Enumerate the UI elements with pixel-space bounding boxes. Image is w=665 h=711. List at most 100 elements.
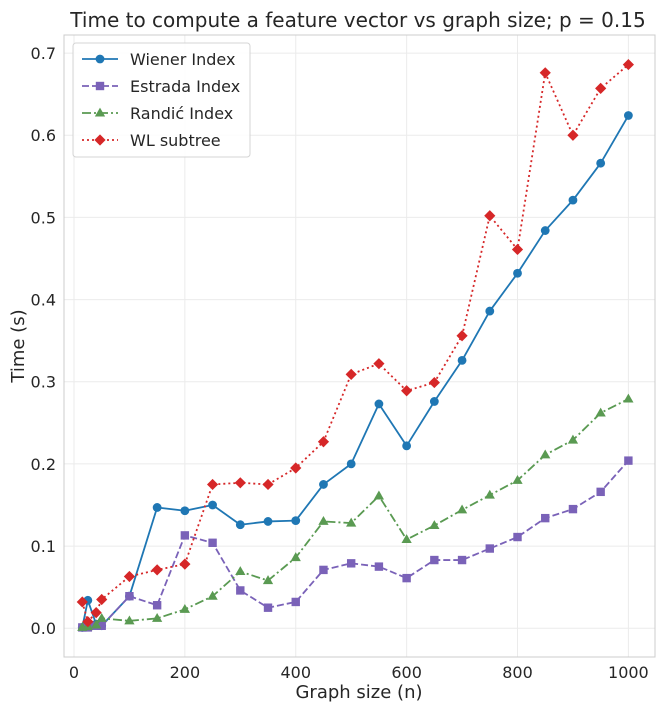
y-tick-label: 0.6 bbox=[31, 126, 56, 145]
y-tick-label: 0.0 bbox=[31, 619, 56, 638]
data-point-randi-index bbox=[346, 517, 357, 527]
data-point-wiener-index bbox=[180, 506, 190, 516]
data-point-wl-subtree bbox=[456, 330, 468, 342]
data-point-wl-subtree bbox=[539, 67, 551, 79]
data-point-randi-index bbox=[91, 619, 102, 629]
data-point-wl-subtree bbox=[317, 436, 330, 448]
data-point-wl-subtree bbox=[123, 570, 136, 583]
data-point-wl-subtree bbox=[90, 607, 102, 619]
data-point-randi-index bbox=[595, 407, 606, 417]
data-point-estrada-index bbox=[263, 603, 273, 612]
x-tick-label: 400 bbox=[280, 663, 311, 682]
data-point-estrada-index bbox=[457, 555, 467, 565]
data-point-randi-index bbox=[540, 449, 551, 459]
data-point-randi-index bbox=[235, 566, 246, 576]
x-tick-label: 600 bbox=[391, 663, 422, 682]
data-point-estrada-index bbox=[180, 531, 190, 540]
data-point-estrada-index bbox=[291, 597, 300, 607]
data-point-estrada-index bbox=[152, 601, 162, 610]
x-axis-label: Graph size (n) bbox=[295, 682, 422, 703]
x-axis-ticks: 0 200 400 600 800 1000 bbox=[69, 663, 649, 682]
data-point-estrada-index bbox=[513, 532, 522, 542]
data-point-randi-index bbox=[318, 516, 329, 525]
data-point-wiener-index bbox=[235, 520, 245, 530]
data-point-randi-index bbox=[567, 434, 579, 444]
y-tick-label: 0.7 bbox=[31, 44, 56, 63]
data-point-wl-subtree bbox=[96, 593, 108, 606]
data-point-wiener-index bbox=[374, 399, 384, 409]
series-randi-index bbox=[77, 393, 634, 631]
legend-marker bbox=[94, 134, 106, 146]
data-point-randi-index bbox=[124, 615, 135, 625]
data-point-wiener-index bbox=[513, 268, 522, 278]
data-point-wl-subtree bbox=[345, 368, 357, 380]
data-point-wl-subtree bbox=[82, 616, 94, 628]
data-point-wl-subtree bbox=[262, 478, 274, 491]
data-point-wiener-index bbox=[346, 459, 356, 469]
y-axis-label: Time (s) bbox=[8, 309, 29, 383]
grid bbox=[64, 35, 655, 657]
data-point-wl-subtree bbox=[511, 243, 524, 256]
data-point-estrada-index bbox=[319, 565, 328, 575]
legend-label: Randić Index bbox=[130, 104, 233, 123]
x-tick-label: 1000 bbox=[608, 663, 649, 682]
data-point-estrada-index bbox=[346, 559, 356, 568]
legend: Wiener Index Estrada Index Randić Index WL … bbox=[72, 42, 251, 158]
data-point-wiener-index bbox=[291, 516, 301, 526]
data-point-randi-index bbox=[456, 504, 468, 514]
series-line-randi-index bbox=[82, 398, 629, 629]
data-point-randi-index bbox=[290, 552, 301, 562]
data-point-estrada-index bbox=[236, 586, 245, 595]
data-point-randi-index bbox=[207, 590, 218, 600]
y-tick-label: 0.4 bbox=[31, 291, 56, 310]
data-point-wl-subtree bbox=[234, 477, 246, 489]
data-point-wiener-index bbox=[623, 111, 633, 120]
data-point-randi-index bbox=[623, 393, 634, 403]
data-point-estrada-index bbox=[430, 555, 439, 565]
data-point-wiener-index bbox=[596, 158, 606, 168]
data-point-estrada-index bbox=[485, 544, 494, 553]
data-point-wl-subtree bbox=[290, 462, 302, 474]
data-point-wiener-index bbox=[485, 306, 495, 316]
data-point-estrada-index bbox=[596, 487, 605, 497]
data-point-wl-subtree bbox=[567, 129, 579, 141]
legend-item-estrada-index: Estrada Index bbox=[82, 77, 240, 96]
chart-title: Time to compute a feature vector vs grap… bbox=[69, 8, 645, 32]
series-layer bbox=[76, 58, 634, 632]
data-point-wl-subtree bbox=[206, 478, 219, 491]
data-point-estrada-index bbox=[374, 562, 384, 571]
data-point-estrada-index bbox=[624, 456, 633, 465]
data-point-wiener-index bbox=[568, 195, 578, 205]
data-point-wl-subtree bbox=[373, 358, 385, 370]
data-point-randi-index bbox=[262, 575, 274, 585]
legend-label: WL subtree bbox=[130, 131, 221, 150]
data-point-wiener-index bbox=[540, 226, 550, 235]
data-point-wiener-index bbox=[402, 441, 412, 451]
x-tick-label: 0 bbox=[69, 663, 79, 682]
y-tick-label: 0.5 bbox=[31, 208, 56, 227]
data-point-randi-index bbox=[96, 612, 107, 622]
plot-area-frame bbox=[63, 34, 656, 658]
legend-marker bbox=[94, 107, 106, 117]
x-tick-label: 200 bbox=[170, 663, 201, 682]
data-point-estrada-index bbox=[125, 591, 134, 601]
y-axis-ticks: 0.0 0.1 0.2 0.3 0.4 0.5 0.6 0.7 bbox=[31, 44, 56, 638]
legend-label: Wiener Index bbox=[130, 50, 235, 69]
x-tick-label: 800 bbox=[502, 663, 533, 682]
data-point-wiener-index bbox=[319, 480, 328, 489]
legend-marker bbox=[95, 54, 105, 64]
data-point-estrada-index bbox=[541, 513, 550, 523]
data-point-randi-index bbox=[179, 603, 190, 613]
data-point-randi-index bbox=[401, 534, 412, 544]
data-point-wl-subtree bbox=[179, 558, 191, 570]
data-point-estrada-index bbox=[568, 504, 578, 514]
data-point-randi-index bbox=[152, 612, 163, 622]
data-point-randi-index bbox=[429, 520, 440, 530]
data-point-randi-index bbox=[512, 474, 523, 484]
data-point-wl-subtree bbox=[76, 596, 88, 608]
series-estrada-index bbox=[78, 456, 633, 632]
y-tick-label: 0.2 bbox=[31, 455, 56, 474]
series-wl-subtree bbox=[76, 58, 634, 628]
data-point-estrada-index bbox=[402, 573, 411, 583]
